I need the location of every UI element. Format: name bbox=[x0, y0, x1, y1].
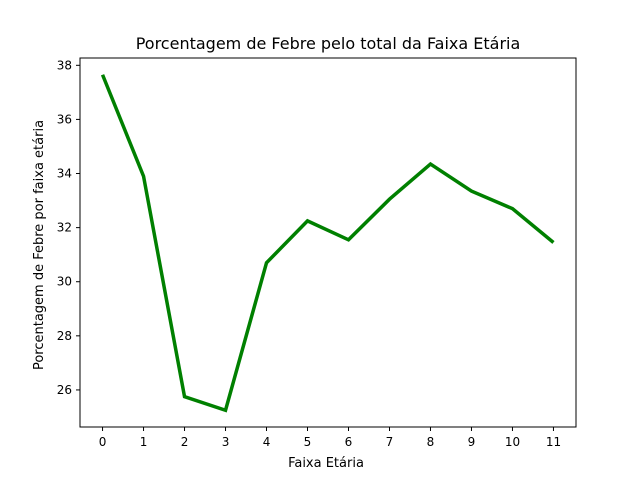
x-tick-label: 1 bbox=[140, 435, 148, 449]
y-axis-label: Porcentagem de Febre por faixa etária bbox=[32, 120, 47, 370]
x-tick-label: 8 bbox=[427, 435, 435, 449]
y-axis: 26 28 30 32 34 36 38 bbox=[57, 58, 80, 397]
chart-title: Porcentagem de Febre pelo total da Faixa… bbox=[136, 34, 521, 53]
series-line bbox=[103, 75, 554, 410]
x-tick-label: 3 bbox=[222, 435, 230, 449]
x-tick-label: 2 bbox=[181, 435, 189, 449]
y-tick-label: 32 bbox=[57, 221, 72, 235]
x-axis-label: Faixa Etária bbox=[288, 456, 364, 471]
y-tick-label: 36 bbox=[57, 112, 72, 126]
x-tick-label: 7 bbox=[386, 435, 394, 449]
x-tick-label: 6 bbox=[345, 435, 353, 449]
y-tick-label: 30 bbox=[57, 275, 72, 289]
y-tick-label: 28 bbox=[57, 329, 72, 343]
series-layer bbox=[103, 75, 554, 410]
y-tick-label: 26 bbox=[57, 383, 72, 397]
x-tick-label: 9 bbox=[468, 435, 476, 449]
x-tick-label: 0 bbox=[99, 435, 107, 449]
x-tick-label: 4 bbox=[263, 435, 271, 449]
x-tick-label: 5 bbox=[304, 435, 312, 449]
x-axis: 0 1 2 3 4 5 6 7 8 9 10 11 bbox=[99, 427, 561, 449]
y-tick-label: 34 bbox=[57, 167, 72, 181]
x-tick-label: 10 bbox=[505, 435, 520, 449]
x-tick-label: 11 bbox=[546, 435, 561, 449]
y-tick-label: 38 bbox=[57, 58, 72, 72]
